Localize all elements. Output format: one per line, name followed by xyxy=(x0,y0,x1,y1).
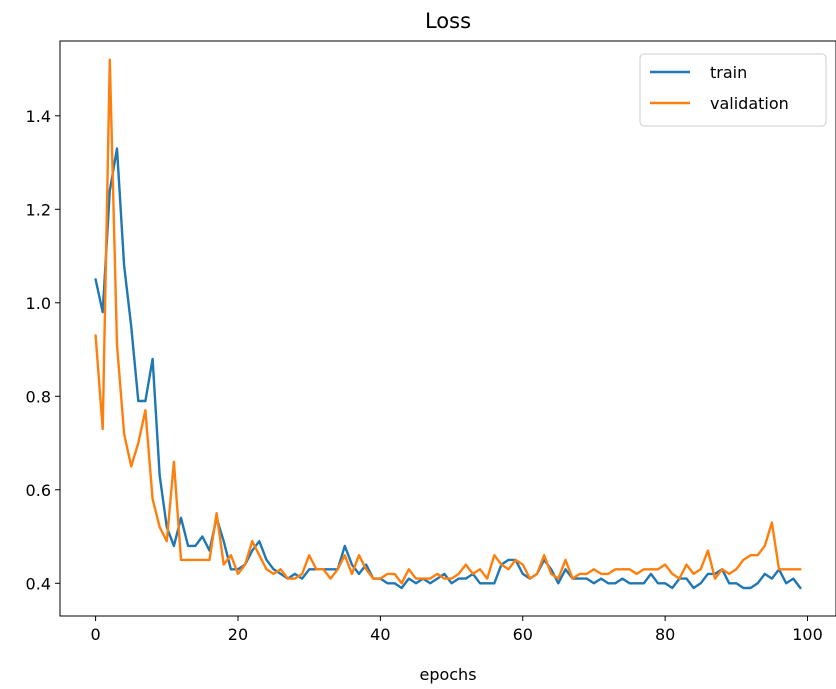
y-tick-label: 0.4 xyxy=(26,574,51,593)
series-line-train xyxy=(94,147,802,590)
y-tick-label: 1.0 xyxy=(26,294,51,313)
x-tick-label: 80 xyxy=(655,625,675,644)
chart-title: Loss xyxy=(425,9,471,33)
y-tick-label: 0.6 xyxy=(26,481,51,500)
legend-label-validation: validation xyxy=(710,94,789,113)
plot-area xyxy=(94,58,802,590)
legend-label-train: train xyxy=(710,63,747,82)
legend: train validation xyxy=(639,53,827,127)
x-tick-label: 0 xyxy=(91,625,101,644)
y-tick-label: 1.2 xyxy=(26,200,51,219)
x-tick-label: 20 xyxy=(228,625,248,644)
x-tick-label: 100 xyxy=(792,625,823,644)
series-line-validation xyxy=(94,58,802,585)
y-tick-label: 1.4 xyxy=(26,107,51,126)
axes: 0 20 40 60 80 100 0.4 0.6 0.8 1.0 1.2 1.4 xyxy=(26,107,823,644)
x-tick-label: 60 xyxy=(513,625,533,644)
plot-frame xyxy=(59,40,836,617)
x-tick-label: 40 xyxy=(370,625,390,644)
x-axis-label: epochs xyxy=(419,665,476,684)
y-tick-label: 0.8 xyxy=(26,387,51,406)
